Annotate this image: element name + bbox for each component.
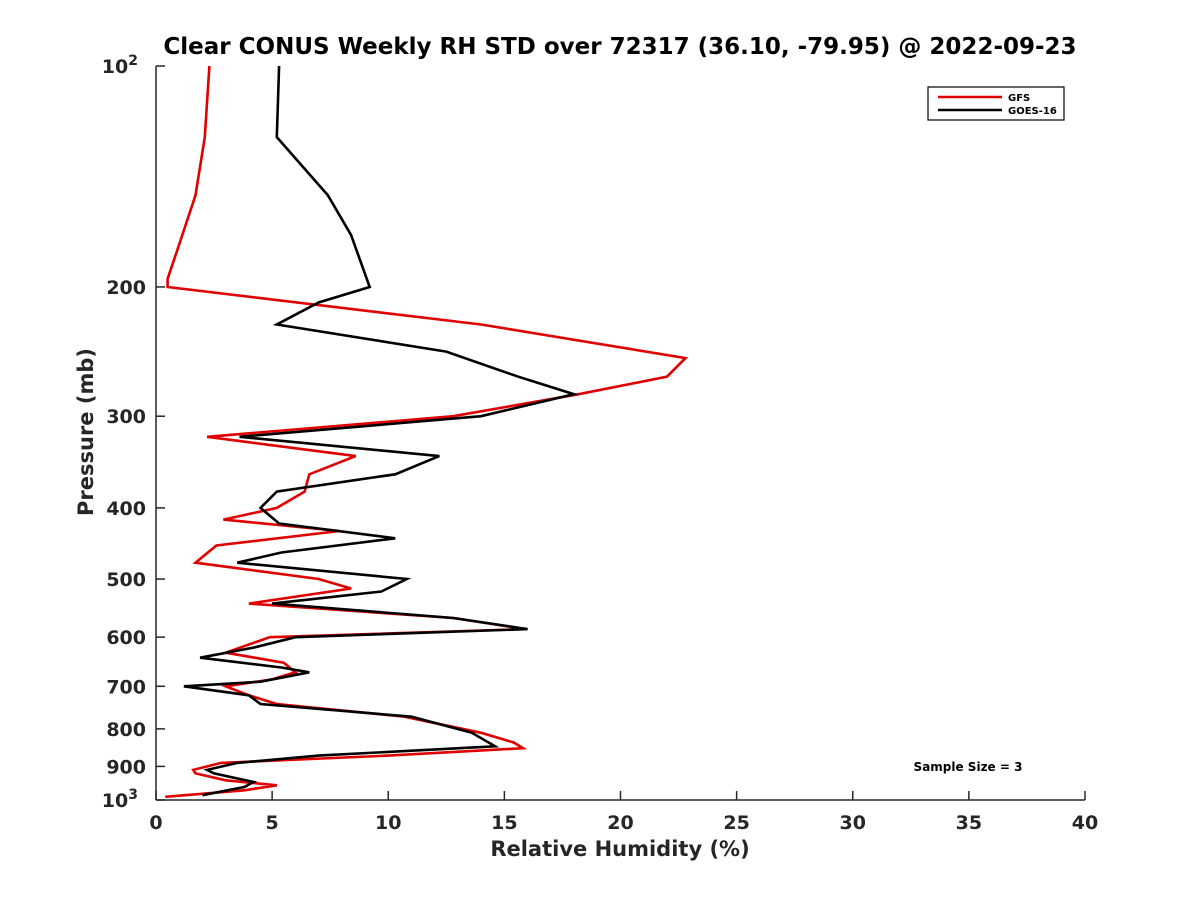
x-tick-label: 5 [266, 812, 279, 834]
x-tick-label: 25 [723, 812, 749, 834]
x-tick-label: 40 [1072, 812, 1098, 834]
x-tick-label: 10 [375, 812, 401, 834]
y-tick-label: 200 [106, 277, 146, 299]
y-tick-label: 102 [102, 53, 138, 78]
y-tick-label: 103 [102, 787, 138, 812]
legend-label: GOES-16 [1008, 106, 1057, 117]
x-tick-label: 0 [149, 812, 162, 834]
sample-size-annotation: Sample Size = 3 [914, 760, 1023, 774]
y-tick-label: 400 [106, 498, 146, 520]
y-tick-label: 500 [106, 569, 146, 591]
x-tick-label: 35 [956, 812, 982, 834]
legend-label: GFS [1008, 93, 1030, 104]
y-tick-label: 800 [106, 719, 146, 741]
series-line-goes-16 [183, 65, 579, 797]
y-tick-label: 600 [106, 627, 146, 649]
x-tick-label: 30 [840, 812, 866, 834]
series-layer [165, 65, 689, 799]
y-tick-label: 900 [106, 756, 146, 778]
legend-box [927, 86, 1065, 121]
axes: 0 5 10 15 20 25 30 35 40 102 200 300 400 500 600 700 800… [102, 53, 1098, 834]
x-tick-label: 15 [491, 812, 517, 834]
chart-title: Clear CONUS Weekly RH STD over 72317 (36… [163, 34, 1076, 60]
y-tick-label: 700 [106, 676, 146, 698]
y-axis-label: Pressure (mb) [74, 348, 98, 516]
y-tick-label: 300 [106, 406, 146, 428]
legend: GFS GOES-16 [927, 86, 1065, 121]
series-line-gfs [165, 65, 689, 799]
x-tick-label: 20 [607, 812, 633, 834]
x-axis-label: Relative Humidity (%) [490, 837, 749, 861]
